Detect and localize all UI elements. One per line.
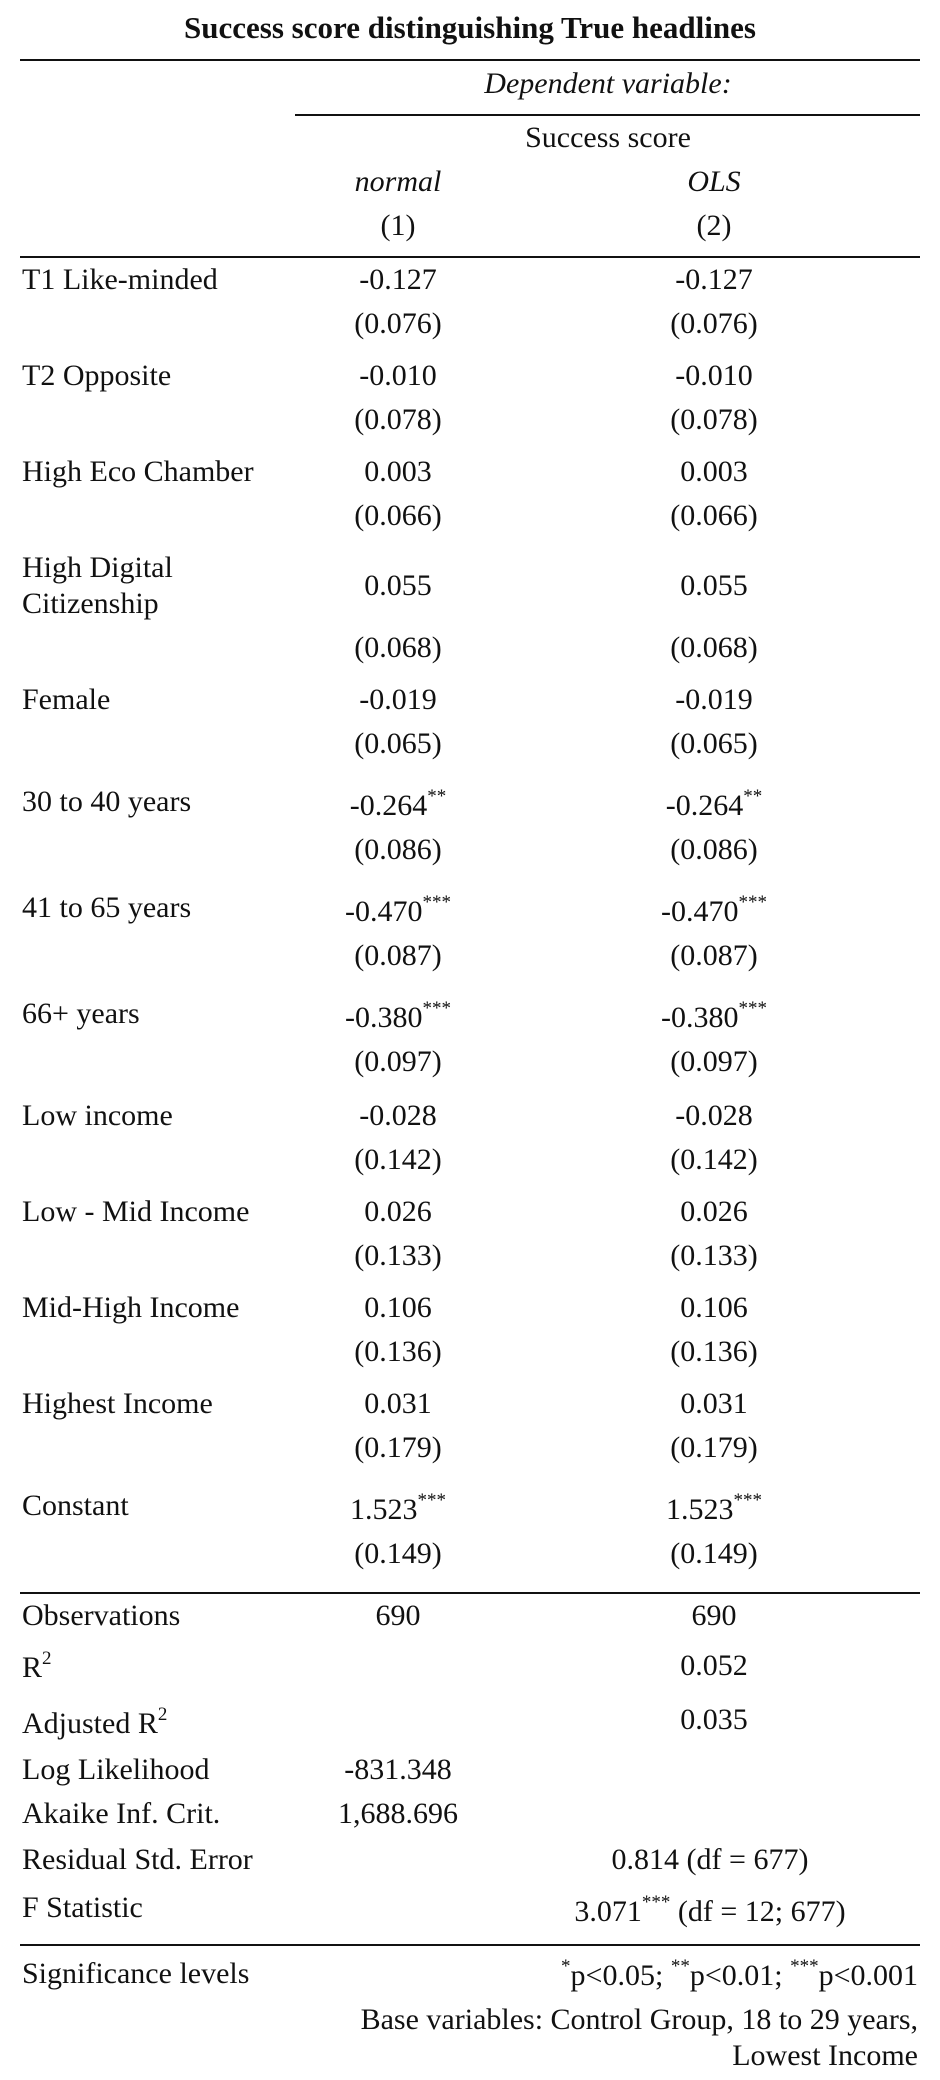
m1-se-t1-like-minded: (0.076): [354, 307, 442, 340]
m2-se-high-digital-citizenship: (0.068): [670, 631, 758, 664]
row-label-mid-high-income: Mid-High Income: [22, 1291, 240, 1324]
m1-akaike: 1,688.696: [338, 1797, 458, 1830]
m1-log-likelihood: -831.348: [344, 1753, 452, 1786]
row-label-66-plus-years: 66+ years: [22, 997, 140, 1030]
row-label-low-income: Low income: [22, 1099, 173, 1132]
residual-std-error-value: 0.814 (df = 677): [611, 1843, 809, 1876]
model-1-number: (1): [380, 209, 416, 242]
m1-coef-high-digital-citizenship: 0.055: [364, 569, 432, 602]
m2-se-highest-income: (0.179): [670, 1431, 758, 1464]
m1-se-30-to-40-years: (0.086): [354, 833, 442, 866]
m1-se-low-mid-income: (0.133): [354, 1239, 442, 1272]
m1-coef-41-to-65-years: -0.470***: [345, 892, 451, 928]
dependent-variable-caption: Dependent variable:: [484, 67, 732, 100]
m1-coef-constant: 1.523***: [350, 1490, 446, 1526]
m1-coef-highest-income: 0.031: [364, 1387, 432, 1420]
row-label-constant: Constant: [22, 1489, 129, 1522]
base-variables-note-line1: Base variables: Control Group, 18 to 29 …: [360, 2003, 918, 2036]
stat-label-log-likelihood: Log Likelihood: [22, 1753, 210, 1786]
f-statistic-value: 3.071*** (df = 12; 677): [574, 1892, 846, 1928]
top-rule: [20, 59, 920, 61]
m1-se-high-eco-chamber: (0.066): [354, 499, 442, 532]
stat-label-observations: Observations: [22, 1599, 181, 1632]
m2-coef-t1-like-minded: -0.127: [675, 263, 753, 296]
stat-label-akaike: Akaike Inf. Crit.: [22, 1797, 221, 1830]
m1-coef-low-income: -0.028: [359, 1099, 437, 1132]
m1-coef-t1-like-minded: -0.127: [359, 263, 437, 296]
m2-coef-high-digital-citizenship: 0.055: [680, 569, 748, 602]
m1-se-66-plus-years: (0.097): [354, 1045, 442, 1078]
m2-observations: 690: [691, 1599, 737, 1632]
model-1-type: normal: [354, 165, 442, 198]
row-label-high-digital-citizenship-line2: Citizenship: [22, 587, 159, 620]
m2-coef-t2-opposite: -0.010: [675, 359, 753, 392]
stat-label-r-squared: R2: [22, 1648, 52, 1684]
m1-coef-mid-high-income: 0.106: [364, 1291, 432, 1324]
m2-coef-low-income: -0.028: [675, 1099, 753, 1132]
m1-se-constant: (0.149): [354, 1537, 442, 1570]
m1-observations: 690: [375, 1599, 421, 1632]
m2-coef-mid-high-income: 0.106: [680, 1291, 748, 1324]
m2-se-66-plus-years: (0.097): [670, 1045, 758, 1078]
coefficients-bottom-rule: [20, 1592, 920, 1594]
m2-se-high-eco-chamber: (0.066): [670, 499, 758, 532]
m1-coef-30-to-40-years: -0.264**: [349, 786, 447, 822]
stat-label-adjusted-r-squared: Adjusted R2: [22, 1704, 168, 1740]
m1-se-41-to-65-years: (0.087): [354, 939, 442, 972]
stat-label-f-statistic: F Statistic: [22, 1891, 143, 1924]
m1-se-highest-income: (0.179): [354, 1431, 442, 1464]
significance-levels-text: *p<0.05; **p<0.01; ***p<0.001: [561, 1956, 918, 1992]
stat-label-residual-std-error: Residual Std. Error: [22, 1843, 253, 1876]
m2-se-low-mid-income: (0.133): [670, 1239, 758, 1272]
m2-se-t2-opposite: (0.078): [670, 403, 758, 436]
m1-se-low-income: (0.142): [354, 1143, 442, 1176]
m2-se-41-to-65-years: (0.087): [670, 939, 758, 972]
m1-coef-high-eco-chamber: 0.003: [364, 455, 432, 488]
row-label-female: Female: [22, 683, 111, 716]
m2-coef-30-to-40-years: -0.264**: [665, 786, 763, 822]
m2-se-t1-like-minded: (0.076): [670, 307, 758, 340]
m2-adjusted-r-squared: 0.035: [680, 1703, 748, 1736]
m2-r-squared: 0.052: [680, 1649, 748, 1682]
base-variables-note-line2: Lowest Income: [732, 2039, 918, 2072]
row-label-t1-like-minded: T1 Like-minded: [22, 263, 218, 296]
m2-se-mid-high-income: (0.136): [670, 1335, 758, 1368]
row-label-high-eco-chamber: High Eco Chamber: [22, 455, 254, 488]
m2-se-low-income: (0.142): [670, 1143, 758, 1176]
statistics-bottom-rule: [20, 1944, 920, 1946]
row-label-low-mid-income: Low - Mid Income: [22, 1195, 250, 1228]
m2-coef-66-plus-years: -0.380***: [661, 998, 767, 1034]
row-label-30-to-40-years: 30 to 40 years: [22, 785, 192, 818]
m1-se-high-digital-citizenship: (0.068): [354, 631, 442, 664]
model-2-number: (2): [696, 209, 732, 242]
header-rule: [20, 256, 920, 258]
m2-coef-41-to-65-years: -0.470***: [661, 892, 767, 928]
m1-coef-66-plus-years: -0.380***: [345, 998, 451, 1034]
table-title: Success score distinguishing True headli…: [184, 10, 756, 45]
row-label-highest-income: Highest Income: [22, 1387, 213, 1420]
m2-se-constant: (0.149): [670, 1537, 758, 1570]
m1-se-mid-high-income: (0.136): [354, 1335, 442, 1368]
m1-se-female: (0.065): [354, 727, 442, 760]
model-2-type: OLS: [687, 165, 741, 198]
m1-coef-female: -0.019: [359, 683, 437, 716]
m2-coef-low-mid-income: 0.026: [680, 1195, 748, 1228]
row-label-high-digital-citizenship-line1: High Digital: [22, 551, 173, 584]
m2-coef-constant: 1.523***: [666, 1490, 762, 1526]
row-label-t2-opposite: T2 Opposite: [22, 359, 172, 392]
row-label-41-to-65-years: 41 to 65 years: [22, 891, 192, 924]
m1-coef-t2-opposite: -0.010: [359, 359, 437, 392]
notes-label-significance: Significance levels: [22, 1957, 250, 1990]
dependent-variable-name: Success score: [525, 121, 691, 154]
m2-coef-female: -0.019: [675, 683, 753, 716]
m1-se-t2-opposite: (0.078): [354, 403, 442, 436]
m1-coef-low-mid-income: 0.026: [364, 1195, 432, 1228]
m2-se-30-to-40-years: (0.086): [670, 833, 758, 866]
m2-coef-high-eco-chamber: 0.003: [680, 455, 748, 488]
m2-se-female: (0.065): [670, 727, 758, 760]
m2-coef-highest-income: 0.031: [680, 1387, 748, 1420]
dependent-variable-rule: [295, 114, 920, 116]
